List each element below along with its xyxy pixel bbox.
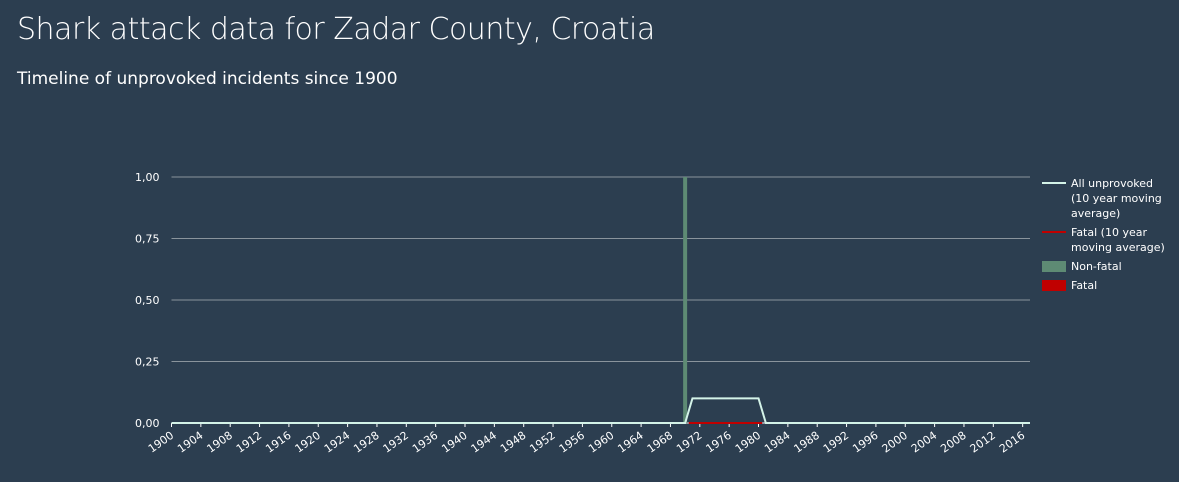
x-tick-label: 1904 xyxy=(175,429,205,456)
x-tick-label: 2012 xyxy=(968,429,998,456)
x-tick-label: 1976 xyxy=(703,429,733,456)
x-tick-label: 1916 xyxy=(263,429,293,456)
bar xyxy=(683,177,688,423)
legend-item[interactable]: All unprovoked (10 year moving average) xyxy=(1042,176,1172,221)
x-tick-label: 1940 xyxy=(439,429,469,456)
line xyxy=(171,397,1030,424)
x-tick-label: 1924 xyxy=(322,429,352,456)
x-tick-label: 1928 xyxy=(351,429,381,456)
x-tick-label: 1960 xyxy=(586,429,616,456)
x-tick-label: 1996 xyxy=(850,429,880,456)
x-tick-label: 1956 xyxy=(557,429,587,456)
legend-swatch xyxy=(1042,182,1066,184)
chart-subtitle: Timeline of unprovoked incidents since 1… xyxy=(17,69,398,89)
legend-swatch xyxy=(1042,231,1066,233)
x-tick-label: 1908 xyxy=(205,429,235,456)
x-tick-label: 1912 xyxy=(234,429,264,456)
y-tick-label: 0,25 xyxy=(135,356,160,369)
x-tick-label: 1952 xyxy=(527,429,557,456)
x-tick-label: 2016 xyxy=(997,429,1027,456)
x-tick-label: 1948 xyxy=(498,429,528,456)
legend-item[interactable]: Fatal xyxy=(1042,278,1172,293)
x-tick-label: 2004 xyxy=(909,429,939,456)
x-tick-label: 1988 xyxy=(792,429,822,456)
x-tick-label: 1936 xyxy=(410,429,440,456)
legend: All unprovoked (10 year moving average) F… xyxy=(1042,176,1172,297)
x-tick-label: 1944 xyxy=(469,429,499,456)
x-tick-label: 1972 xyxy=(674,429,704,456)
x-tick-label: 1992 xyxy=(821,429,851,456)
y-tick-label: 0,75 xyxy=(135,233,160,246)
x-tick-label: 2000 xyxy=(880,429,910,456)
legend-item[interactable]: Fatal (10 year moving average) xyxy=(1042,225,1172,255)
x-tick-label: 2008 xyxy=(938,429,968,456)
x-tick-label: 1968 xyxy=(645,429,675,456)
x-tick-label: 1932 xyxy=(381,429,411,456)
y-tick-label: 0,00 xyxy=(135,417,160,430)
legend-swatch xyxy=(1042,280,1066,291)
y-tick-label: 0,50 xyxy=(135,294,160,307)
legend-label: Fatal (10 year moving average) xyxy=(1071,226,1165,254)
x-tick-label: 1964 xyxy=(615,429,645,456)
legend-label: Non-fatal xyxy=(1071,260,1122,273)
chart-title: Shark attack data for Zadar County, Croa… xyxy=(17,12,655,47)
x-tick-label: 1980 xyxy=(733,429,763,456)
legend-label: All unprovoked (10 year moving average) xyxy=(1071,177,1162,220)
legend-swatch xyxy=(1042,261,1066,272)
x-tick-label: 1920 xyxy=(293,429,323,456)
y-tick-label: 1,00 xyxy=(135,171,160,184)
legend-label: Fatal xyxy=(1071,279,1098,292)
x-tick-label: 1984 xyxy=(762,429,792,456)
x-tick-label: 1900 xyxy=(146,429,176,456)
legend-item[interactable]: Non-fatal xyxy=(1042,259,1172,274)
